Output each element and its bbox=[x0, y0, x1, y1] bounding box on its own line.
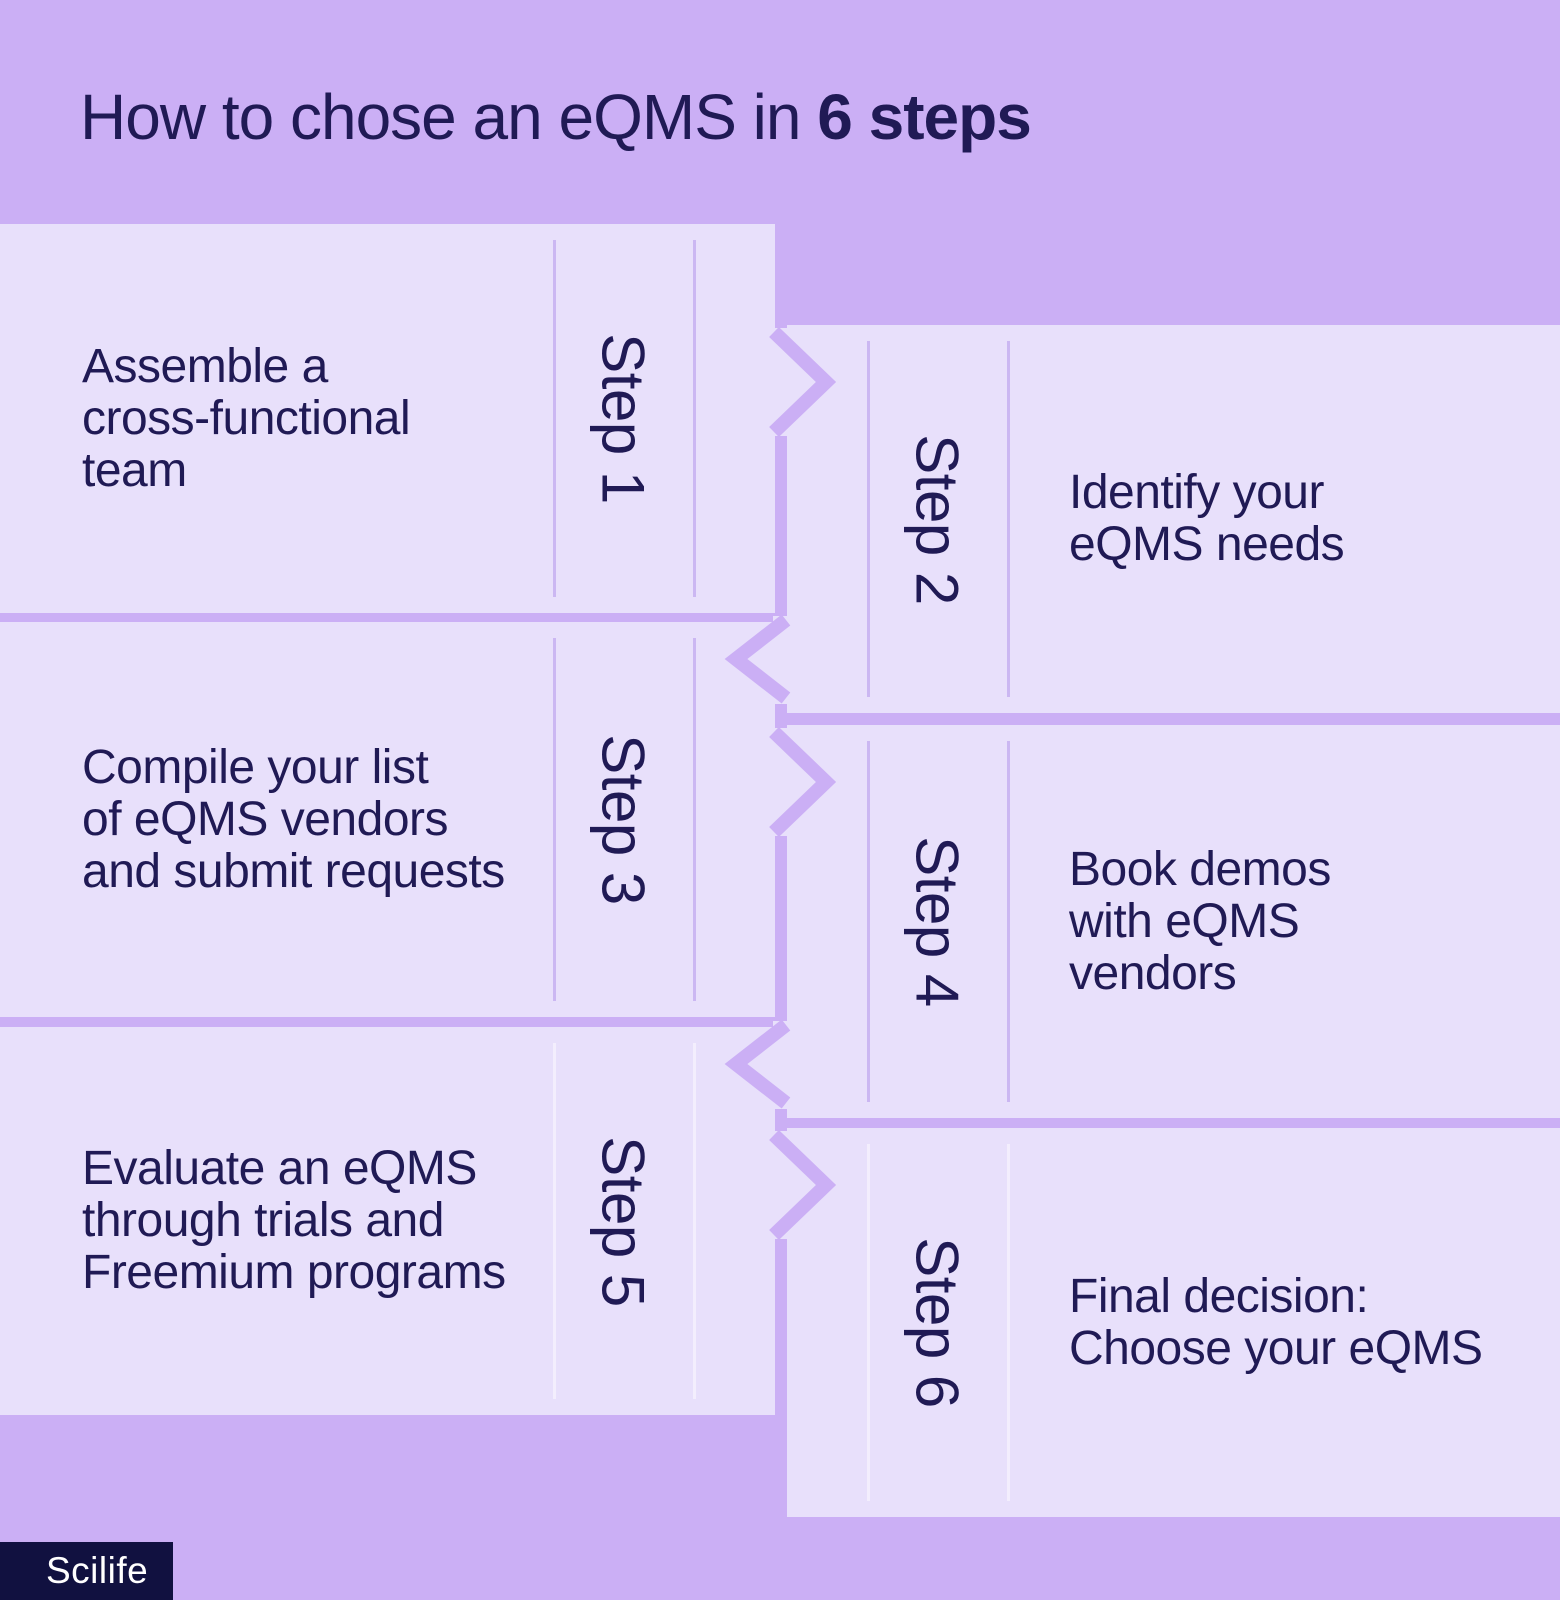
divider-line bbox=[1007, 741, 1010, 1102]
divider-line bbox=[693, 240, 696, 597]
step-2-label: Step 2 bbox=[903, 433, 971, 605]
divider-line bbox=[867, 1144, 870, 1501]
step-6-label: Step 6 bbox=[903, 1237, 971, 1408]
step-4-description: Book demos with eQMS vendors bbox=[1069, 842, 1331, 1000]
step-5-label: Step 5 bbox=[589, 1135, 657, 1307]
step-6-label-column: Step 6 bbox=[867, 1128, 1007, 1517]
step-3-label: Step 3 bbox=[589, 734, 657, 905]
divider-line bbox=[693, 1043, 696, 1399]
page-title-emphasis: 6 steps bbox=[817, 81, 1032, 153]
divider-line bbox=[867, 741, 870, 1102]
step-2-description: Identify your eQMS needs bbox=[1069, 466, 1345, 571]
step-2-label-column: Step 2 bbox=[867, 325, 1007, 713]
page-title: How to chose an eQMS in 6 steps bbox=[80, 81, 1032, 153]
step-1-description: Assemble a cross-functional team bbox=[82, 339, 411, 497]
divider-line bbox=[867, 341, 870, 697]
step-1-block: Assemble a cross-functional team Step 1 bbox=[0, 224, 775, 613]
step-3-block: Compile your list of eQMS vendors and su… bbox=[0, 622, 775, 1017]
step-2-block: Step 2 Identify your eQMS needs bbox=[787, 325, 1560, 713]
divider-line bbox=[553, 240, 556, 597]
step-4-label-column: Step 4 bbox=[867, 725, 1007, 1118]
step-1-label-column: Step 1 bbox=[553, 224, 693, 613]
step-3-description: Compile your list of eQMS vendors and su… bbox=[82, 740, 505, 898]
page-title-regular: How to chose an eQMS in bbox=[80, 81, 818, 153]
step-3-label-column: Step 3 bbox=[553, 622, 693, 1017]
step-5-description: Evaluate an eQMS through trials and Free… bbox=[82, 1142, 506, 1299]
step-5-block: Evaluate an eQMS through trials and Free… bbox=[0, 1027, 775, 1415]
step-4-block: Step 4 Book demos with eQMS vendors bbox=[787, 725, 1560, 1118]
step-5-label-column: Step 5 bbox=[553, 1027, 693, 1415]
step-6-block: Step 6 Final decision: Choose your eQMS bbox=[787, 1128, 1560, 1517]
divider-line bbox=[1007, 1144, 1010, 1501]
scilife-logo-text: Scilife bbox=[46, 1550, 149, 1591]
scilife-logo: Scilife bbox=[0, 1542, 173, 1600]
step-1-label: Step 1 bbox=[589, 333, 657, 504]
divider-line bbox=[553, 638, 556, 1001]
divider-line bbox=[693, 638, 696, 1001]
step-4-label: Step 4 bbox=[903, 836, 971, 1007]
divider-line bbox=[1007, 341, 1010, 697]
step-6-description: Final decision: Choose your eQMS bbox=[1069, 1269, 1483, 1375]
divider-line bbox=[553, 1043, 556, 1399]
